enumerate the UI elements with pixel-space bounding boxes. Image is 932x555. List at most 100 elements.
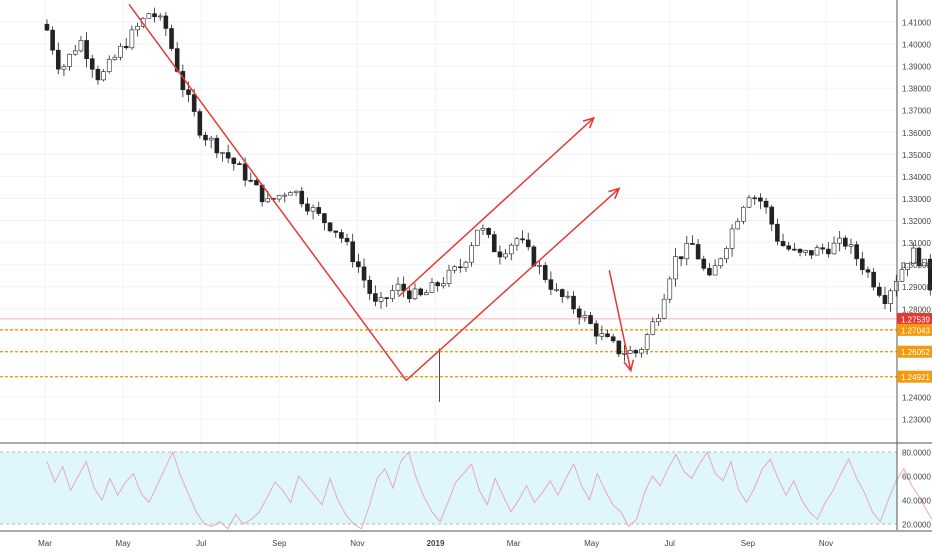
candle-body bbox=[514, 238, 520, 246]
y-tick-label: 1.38000 bbox=[902, 85, 931, 94]
candle-body bbox=[826, 248, 831, 255]
candle-body bbox=[503, 253, 508, 258]
y-tick-label: 1.40000 bbox=[902, 41, 931, 50]
x-tick-label: May bbox=[116, 539, 131, 548]
candle-body bbox=[673, 256, 678, 280]
x-tick-label: Sep bbox=[272, 539, 287, 548]
candle-body bbox=[429, 282, 435, 293]
rsi-tick-label: 60.0000 bbox=[902, 473, 931, 482]
candle-body bbox=[792, 248, 797, 251]
candle-body bbox=[293, 190, 299, 193]
candle-body bbox=[922, 258, 927, 267]
candle-body bbox=[407, 290, 412, 300]
candle-body bbox=[322, 213, 327, 224]
candle-body bbox=[89, 58, 95, 70]
candle-body bbox=[276, 195, 282, 200]
candle-body bbox=[474, 229, 480, 246]
candle-body bbox=[299, 190, 305, 205]
rsi-tick-label: 40.0000 bbox=[902, 497, 931, 506]
candle-body bbox=[661, 298, 667, 319]
candle-body bbox=[888, 290, 893, 304]
candle-body bbox=[67, 53, 72, 67]
candle-body bbox=[684, 243, 690, 260]
candle-body bbox=[820, 247, 825, 250]
candle-body bbox=[576, 308, 582, 318]
candle-body bbox=[367, 279, 373, 294]
candle-body bbox=[44, 23, 50, 31]
candle-body bbox=[197, 111, 203, 136]
candle-body bbox=[163, 15, 169, 29]
candle-body bbox=[871, 271, 876, 288]
candle-body bbox=[435, 282, 440, 287]
candle-body bbox=[101, 71, 106, 81]
candle-body bbox=[735, 221, 741, 230]
support-level-lines bbox=[0, 318, 897, 378]
x-tick-label: Mar bbox=[38, 539, 52, 548]
candle-body bbox=[707, 268, 712, 276]
y-tick-label: 1.31000 bbox=[902, 239, 931, 248]
candle-body bbox=[860, 258, 865, 271]
rsi-band bbox=[0, 452, 897, 524]
candle-body bbox=[327, 222, 333, 232]
candle-body bbox=[565, 295, 571, 298]
x-tick-label: Sep bbox=[741, 539, 756, 548]
candle-body bbox=[225, 152, 231, 159]
candle-body bbox=[203, 134, 208, 141]
y-tick-label: 1.39000 bbox=[902, 63, 931, 72]
target-down-arrow bbox=[608, 270, 632, 371]
channel-top-arrow-head bbox=[582, 116, 596, 129]
candle-body bbox=[729, 228, 735, 249]
x-tick-label: Jul bbox=[665, 539, 675, 548]
candle-body bbox=[633, 350, 639, 354]
candle-body bbox=[599, 333, 605, 337]
level-label-bg bbox=[897, 312, 932, 325]
y-tick-label: 1.30000 bbox=[902, 261, 931, 270]
candle-body bbox=[786, 245, 792, 250]
candle-body bbox=[61, 66, 67, 70]
candle-body bbox=[191, 94, 197, 112]
candle-body bbox=[231, 157, 237, 164]
candle-body bbox=[525, 239, 531, 248]
candle-body bbox=[356, 261, 361, 268]
candle-body bbox=[123, 45, 129, 49]
candle-body bbox=[916, 247, 922, 267]
candle-body bbox=[339, 232, 344, 239]
x-tick-label: Nov bbox=[350, 539, 364, 548]
candle-body bbox=[486, 228, 491, 235]
downtrend-line bbox=[128, 3, 407, 381]
candle-body bbox=[446, 269, 452, 284]
x-tick-label: Mar bbox=[507, 539, 521, 548]
x-tick-label: Nov bbox=[819, 539, 833, 548]
candle-body bbox=[146, 13, 152, 19]
candle-body bbox=[106, 59, 112, 72]
y-tick-label: 1.34000 bbox=[902, 173, 931, 182]
candle-body bbox=[214, 137, 220, 154]
candle-body bbox=[582, 315, 588, 318]
candle-body bbox=[712, 265, 718, 276]
y-tick-label: 1.28000 bbox=[902, 305, 931, 314]
y-tick-label: 1.29000 bbox=[902, 283, 931, 292]
x-tick-label: 2019 bbox=[427, 539, 445, 548]
candle-body bbox=[55, 49, 61, 70]
candle-body bbox=[775, 223, 780, 242]
candle-body bbox=[373, 293, 378, 302]
candle-body bbox=[242, 163, 248, 181]
level-label: 1.26052 bbox=[901, 348, 930, 357]
candle-body bbox=[678, 256, 684, 260]
candle-body bbox=[135, 25, 140, 31]
candle-body bbox=[491, 234, 497, 253]
candle-body bbox=[559, 289, 565, 297]
candle-body bbox=[899, 269, 905, 282]
candle-body bbox=[395, 283, 401, 291]
candle-body bbox=[186, 89, 191, 95]
candle-body bbox=[378, 297, 384, 302]
y-tick-label: 1.36000 bbox=[902, 129, 931, 138]
candle-body bbox=[622, 353, 627, 355]
candle-body bbox=[627, 350, 633, 354]
level-label: 1.24921 bbox=[901, 373, 930, 382]
candle-body bbox=[588, 315, 593, 324]
level-label-bg bbox=[897, 323, 932, 336]
candle-body bbox=[548, 279, 554, 290]
